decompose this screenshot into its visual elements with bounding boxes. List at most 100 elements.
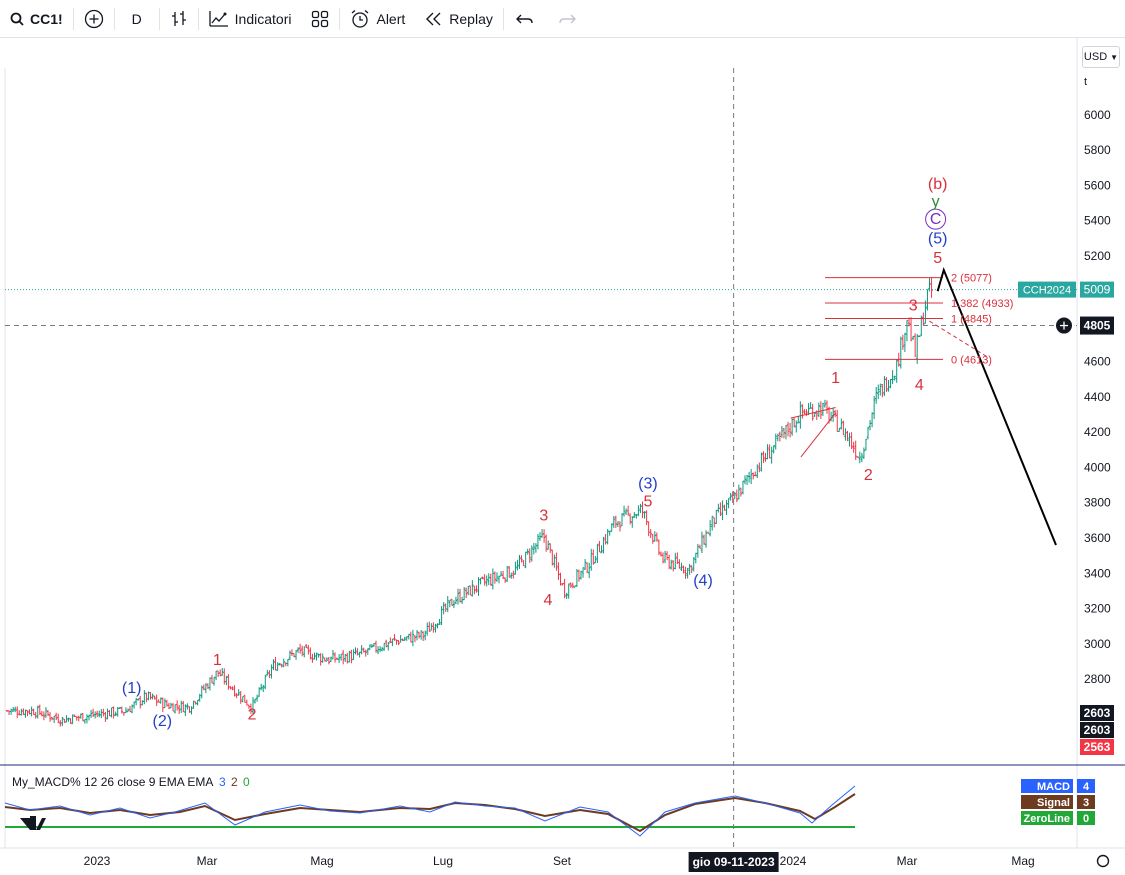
wave-label: y [932, 194, 940, 211]
price-bar [780, 426, 784, 438]
layouts-button[interactable] [301, 0, 339, 38]
price-bar [532, 542, 536, 555]
price-bar [524, 551, 527, 569]
price-bar [430, 623, 433, 631]
price-bar [260, 683, 263, 691]
compare-add-button[interactable] [74, 0, 114, 38]
price-bar [223, 668, 226, 685]
fib-level-label: 1.382 (4933) [951, 298, 1013, 310]
price-bar [233, 685, 236, 697]
price-bar [79, 713, 82, 719]
maximize-button[interactable]: ▢ [1052, 47, 1076, 69]
alert-button[interactable]: Alert [340, 0, 415, 38]
price-tick-label: 4400 [1084, 390, 1111, 404]
collapse-button[interactable]: ⇕ [1022, 47, 1046, 69]
price-bar [606, 529, 609, 545]
replay-label: Replay [449, 10, 493, 27]
settings-gear-icon[interactable] [1096, 854, 1110, 868]
chart-type-button[interactable] [160, 0, 198, 38]
price-bar [643, 511, 646, 519]
indicator-value: 0 [243, 775, 250, 789]
price-bar [55, 712, 58, 721]
price-bar [815, 410, 818, 420]
wave-label: 5 [643, 493, 652, 510]
price-bar [924, 300, 927, 324]
indicators-button[interactable]: Indicatori [199, 0, 302, 38]
series-title[interactable]: COCOA FUTURES · 1D · ICEUS [34, 49, 241, 65]
price-tick-label: 4000 [1084, 460, 1111, 474]
price-tick-label: 4600 [1084, 355, 1111, 369]
price-bar [251, 697, 255, 715]
time-tick-label: Mar [897, 854, 918, 868]
price-bar [46, 710, 50, 717]
price-bar [770, 446, 773, 464]
price-bar [536, 533, 540, 550]
redo-button[interactable] [546, 0, 588, 38]
price-bar [795, 420, 798, 433]
price-bar [161, 697, 164, 713]
price-bar [348, 650, 351, 663]
price-bar [926, 289, 929, 311]
price-bar [907, 317, 911, 327]
price-bar [508, 566, 511, 578]
price-bar [370, 644, 374, 648]
price-bar [208, 677, 212, 691]
last-price-tag-label: 5009 [1084, 283, 1111, 297]
alert-label: Alert [376, 10, 406, 27]
fib-level-label: 2 (5077) [951, 273, 992, 285]
ohlc-values: O - Aper.3960 H - Max.3998 L - Min.3948 … [308, 50, 729, 65]
open-value: 3960 [359, 49, 389, 65]
wave-label: 1 [831, 370, 840, 387]
price-bar [202, 684, 205, 691]
unit-label[interactable]: t [1084, 76, 1088, 88]
price-bar [723, 504, 726, 511]
price-bar [438, 618, 441, 626]
wave-label: 4 [543, 592, 552, 609]
price-bar [579, 570, 583, 580]
tradingview-logo-icon [20, 816, 46, 830]
price-bar [846, 430, 849, 442]
price-bar [460, 596, 464, 605]
price-bar [682, 565, 685, 574]
price-bar [180, 700, 183, 713]
price-bar [672, 560, 675, 572]
market-status-badge[interactable]: D [256, 48, 293, 66]
scale-tag: 2563 [1080, 739, 1114, 755]
price-bar [686, 567, 689, 579]
price-bar [48, 712, 52, 722]
price-bar [407, 633, 410, 640]
interval-button[interactable]: D [115, 0, 159, 38]
price-bar [719, 502, 722, 516]
price-bar [415, 630, 419, 641]
currency-select[interactable]: USD ▼ [1082, 46, 1120, 68]
price-bar [428, 621, 431, 632]
price-bar [729, 492, 732, 501]
price-bar [227, 674, 230, 690]
top-toolbar: CC1! D Indicatori Alert Replay [0, 0, 1125, 38]
price-tick-label: 3200 [1084, 602, 1111, 616]
price-bar [893, 375, 896, 381]
indicator-legend-tag: Signal 3 [1021, 795, 1095, 809]
symbol-search-button[interactable]: CC1! [0, 0, 73, 38]
price-bar [760, 452, 763, 472]
price-bar [471, 580, 474, 597]
scale-tag-bg [1080, 722, 1114, 738]
price-bar [735, 489, 738, 503]
price-bar [811, 403, 814, 421]
add-alert-circle[interactable] [1056, 317, 1072, 334]
time-tick-label: Mag [1011, 854, 1034, 868]
price-bar [670, 559, 673, 570]
price-bar [221, 667, 224, 676]
replay-button[interactable]: Replay [415, 0, 503, 38]
price-bar [81, 713, 85, 722]
redo-icon [559, 14, 576, 23]
move-down-button[interactable]: ↓ [992, 47, 1016, 69]
undo-button[interactable] [504, 0, 546, 38]
chevron-down-icon: ▼ [1110, 52, 1119, 62]
price-bar [782, 428, 786, 439]
price-bar [216, 670, 220, 677]
arrow-down-icon: ↓ [1001, 51, 1007, 65]
wave-label: 2 [864, 467, 873, 484]
price-bar [18, 710, 21, 716]
